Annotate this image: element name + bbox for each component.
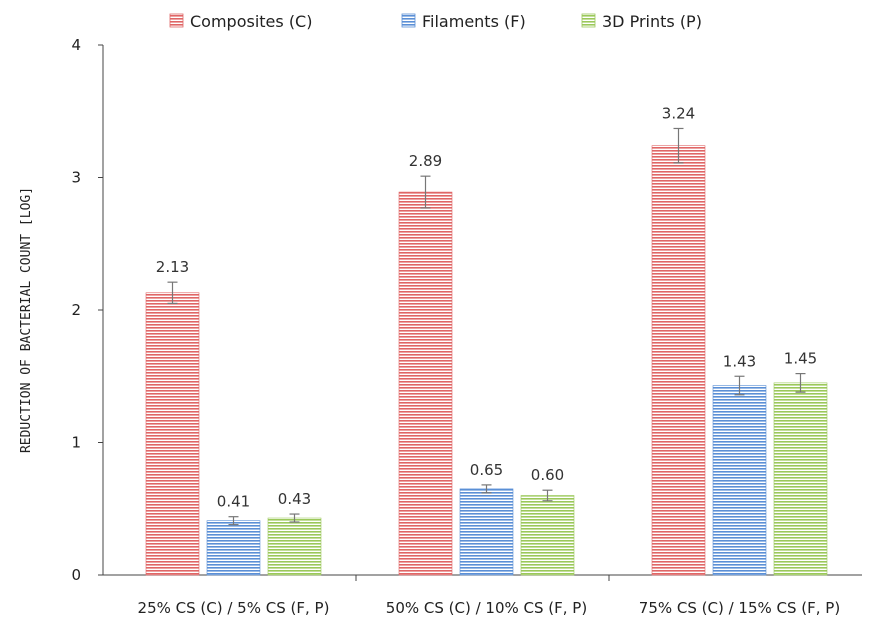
data-label: 1.43 (723, 352, 756, 370)
axes: 0 1 2 3 4 25% CS (C) / 5% CS (F, P) 50% CS (C)… (71, 36, 862, 617)
data-label: 0.60 (531, 466, 564, 484)
y-tick-label: 2 (71, 301, 81, 319)
bar (398, 191, 453, 576)
bar (773, 382, 828, 576)
y-tick-label: 3 (71, 169, 81, 187)
data-label: 0.43 (278, 490, 311, 508)
x-tick-label: 50% CS (C) / 10% CS (F, P) (386, 599, 587, 617)
bar (520, 495, 575, 576)
y-tick-label: 0 (71, 566, 81, 584)
legend-swatch (401, 13, 416, 28)
data-label: 3.24 (662, 104, 695, 122)
bar (459, 488, 514, 576)
bars (145, 127, 828, 576)
y-axis-label: REDUCTION OF BACTERIAL COUNT [LOG] (19, 187, 34, 453)
x-tick-label: 75% CS (C) / 15% CS (F, P) (639, 599, 840, 617)
data-label: 1.45 (784, 350, 817, 368)
data-labels: 2.13 0.41 0.43 2.89 0.65 0.60 3.24 1.43 1.45 (156, 104, 817, 510)
data-label: 2.13 (156, 258, 189, 276)
data-label: 0.65 (470, 461, 503, 479)
legend-label: Filaments (F) (422, 12, 526, 31)
data-label: 2.89 (409, 152, 442, 170)
bar (712, 385, 767, 576)
y-tick-label: 4 (71, 36, 81, 54)
bar (267, 517, 322, 576)
legend: Composites (C) Filaments (F) 3D Prints (P) (169, 12, 702, 31)
legend-label: 3D Prints (P) (602, 12, 702, 31)
bar (145, 292, 200, 576)
legend-label: Composites (C) (190, 12, 312, 31)
y-tick-label: 1 (71, 434, 81, 452)
bar (651, 145, 706, 576)
bar (206, 520, 261, 576)
data-label: 0.41 (217, 493, 250, 511)
legend-swatch (581, 13, 596, 28)
x-tick-label: 25% CS (C) / 5% CS (F, P) (138, 599, 330, 617)
legend-swatch (169, 13, 184, 28)
